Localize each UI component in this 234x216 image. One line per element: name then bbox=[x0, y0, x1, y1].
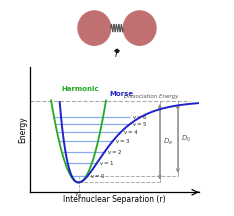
Text: $v=6$: $v=6$ bbox=[132, 113, 147, 121]
Text: Harmonic: Harmonic bbox=[62, 86, 99, 92]
Text: $r_e$: $r_e$ bbox=[75, 190, 82, 200]
Text: Morse: Morse bbox=[110, 91, 134, 97]
Text: $v=5$: $v=5$ bbox=[132, 120, 147, 128]
Circle shape bbox=[78, 11, 111, 45]
Text: Dissociation Energy: Dissociation Energy bbox=[124, 94, 178, 99]
Text: $D_0$: $D_0$ bbox=[181, 133, 192, 143]
Text: $v=1$: $v=1$ bbox=[99, 159, 114, 167]
Text: $v=4$: $v=4$ bbox=[123, 128, 139, 136]
Text: $r$: $r$ bbox=[114, 49, 120, 59]
Circle shape bbox=[123, 11, 156, 45]
X-axis label: Internuclear Separation (r): Internuclear Separation (r) bbox=[63, 195, 166, 204]
Text: $v=3$: $v=3$ bbox=[115, 137, 130, 145]
Text: $D_e$: $D_e$ bbox=[163, 137, 174, 147]
Text: $v=2$: $v=2$ bbox=[107, 148, 122, 156]
Text: $v=0$: $v=0$ bbox=[90, 172, 106, 180]
Y-axis label: Energy: Energy bbox=[19, 116, 28, 143]
